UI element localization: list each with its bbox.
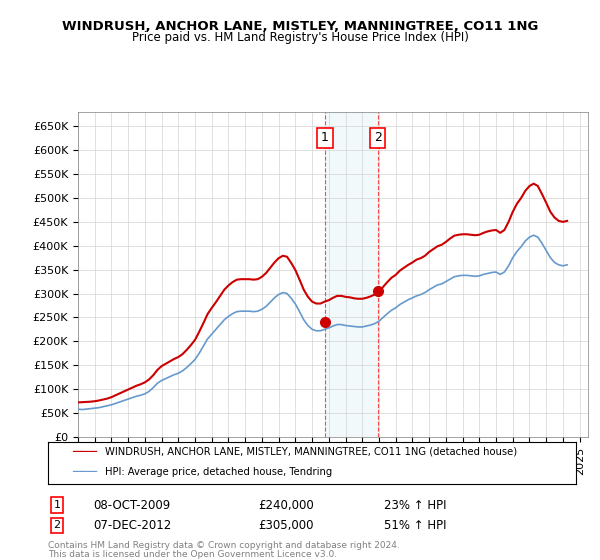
Text: HPI: Average price, detached house, Tendring: HPI: Average price, detached house, Tend… [105, 466, 332, 477]
Text: 23% ↑ HPI: 23% ↑ HPI [384, 498, 446, 512]
Text: Price paid vs. HM Land Registry's House Price Index (HPI): Price paid vs. HM Land Registry's House … [131, 31, 469, 44]
Text: 51% ↑ HPI: 51% ↑ HPI [384, 519, 446, 532]
Text: ───: ─── [72, 465, 102, 478]
Text: ───: ─── [72, 445, 102, 459]
Text: 2: 2 [53, 520, 61, 530]
Text: WINDRUSH, ANCHOR LANE, MISTLEY, MANNINGTREE, CO11 1NG (detached house): WINDRUSH, ANCHOR LANE, MISTLEY, MANNINGT… [105, 447, 517, 457]
Text: 2: 2 [374, 132, 382, 144]
Text: £305,000: £305,000 [258, 519, 314, 532]
Text: WINDRUSH, ANCHOR LANE, MISTLEY, MANNINGTREE, CO11 1NG: WINDRUSH, ANCHOR LANE, MISTLEY, MANNINGT… [62, 20, 538, 32]
Text: 07-DEC-2012: 07-DEC-2012 [93, 519, 171, 532]
Text: 1: 1 [321, 132, 329, 144]
Text: Contains HM Land Registry data © Crown copyright and database right 2024.: Contains HM Land Registry data © Crown c… [48, 542, 400, 550]
Text: 1: 1 [53, 500, 61, 510]
Text: This data is licensed under the Open Government Licence v3.0.: This data is licensed under the Open Gov… [48, 550, 337, 559]
Text: 08-OCT-2009: 08-OCT-2009 [93, 498, 170, 512]
Bar [325, 112, 377, 437]
Text: £240,000: £240,000 [258, 498, 314, 512]
